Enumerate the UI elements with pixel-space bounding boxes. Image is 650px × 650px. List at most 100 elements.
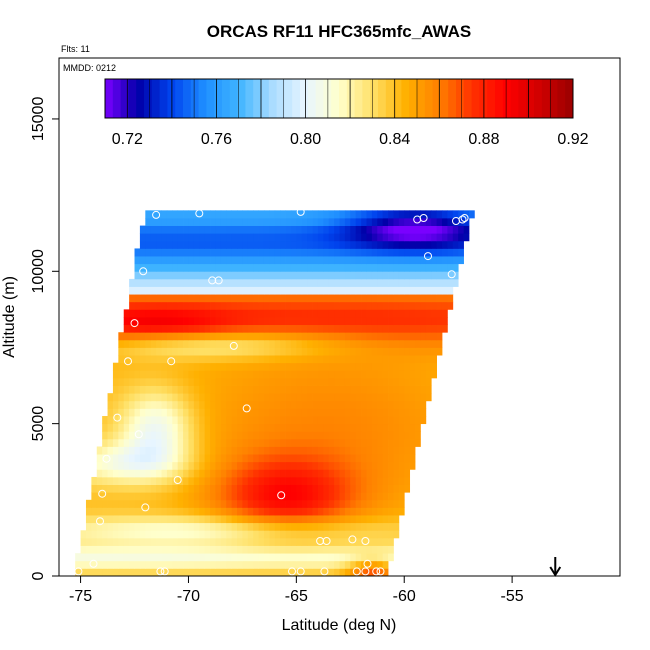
heatmap-cell [366, 385, 373, 394]
heatmap-cell [334, 263, 340, 272]
heatmap-cell [156, 499, 162, 508]
heatmap-cell [177, 431, 184, 440]
heatmap-cell [452, 240, 459, 249]
heatmap-cell [258, 568, 265, 577]
heatmap-cell [210, 233, 216, 242]
heatmap-cell [161, 294, 168, 303]
heatmap-cell [301, 438, 308, 447]
heatmap-cell [204, 469, 211, 478]
heatmap-cell [274, 408, 281, 417]
heatmap-cell [398, 362, 405, 371]
heatmap-cell [339, 469, 346, 478]
heatmap-cell [366, 537, 373, 546]
heatmap-cell [441, 271, 448, 280]
heatmap-cell [312, 317, 319, 326]
heatmap-cell [172, 286, 179, 295]
heatmap-cell [210, 408, 216, 417]
heatmap-cell [317, 393, 324, 402]
heatmap-cell [274, 553, 281, 562]
heatmap-cell [150, 438, 157, 447]
heatmap-cell [344, 438, 351, 447]
heatmap-cell [296, 522, 303, 531]
heatmap-cell [123, 355, 130, 364]
heatmap-cell [156, 454, 162, 463]
heatmap-cell [371, 271, 378, 280]
heatmap-cell [312, 324, 319, 333]
heatmap-cell [161, 271, 168, 280]
heatmap-cell [388, 370, 394, 379]
heatmap-cell [285, 225, 292, 234]
heatmap-cell [129, 454, 135, 463]
heatmap-cell [280, 560, 286, 569]
heatmap-cell [355, 248, 362, 257]
x-tick-label: -70 [177, 588, 200, 605]
heatmap-cell [150, 553, 157, 562]
heatmap-cell [177, 347, 184, 356]
sample-point [74, 567, 83, 576]
heatmap-cell [393, 530, 400, 539]
heatmap-cell [129, 492, 135, 501]
heatmap-cell [177, 294, 184, 303]
heatmap-cell [156, 553, 162, 562]
heatmap-cell [183, 492, 189, 501]
heatmap-cell [177, 309, 184, 318]
heatmap-cell [258, 530, 265, 539]
heatmap-cell [307, 469, 313, 478]
heatmap-cell [323, 476, 330, 485]
heatmap-cell [150, 393, 157, 402]
heatmap-cell [307, 385, 313, 394]
heatmap-cell [436, 210, 443, 219]
heatmap-cell [247, 568, 254, 577]
heatmap-cell [296, 446, 303, 455]
heatmap-cell [425, 385, 432, 394]
heatmap-cell [166, 507, 173, 516]
heatmap-cell [166, 431, 173, 440]
heatmap-cell [388, 476, 394, 485]
heatmap-cell [215, 454, 222, 463]
heatmap-cell [388, 263, 394, 272]
heatmap-cell [393, 446, 400, 455]
heatmap-cell [415, 317, 421, 326]
heatmap-cell [280, 210, 286, 219]
heatmap-cell [382, 309, 389, 318]
heatmap-cell [193, 560, 200, 569]
heatmap-cell [156, 355, 162, 364]
heatmap-cell [118, 385, 125, 394]
heatmap-cell [177, 492, 184, 501]
heatmap-cell [344, 233, 351, 242]
heatmap-cell [156, 476, 162, 485]
heatmap-cell [371, 324, 378, 333]
heatmap-cell [177, 278, 184, 287]
heatmap-cell [350, 461, 357, 470]
heatmap-cell [377, 278, 384, 287]
heatmap-cell [183, 324, 189, 333]
heatmap-cell [269, 469, 276, 478]
heatmap-cell [344, 385, 351, 394]
heatmap-cell [177, 339, 184, 348]
heatmap-cell [183, 545, 189, 554]
heatmap-cell [161, 225, 168, 234]
heatmap-cell [425, 362, 432, 371]
y-tick-label: 5000 [30, 406, 47, 442]
heatmap-cell [199, 385, 206, 394]
heatmap-cell [242, 355, 249, 364]
heatmap-cell [344, 286, 351, 295]
colorbar-segment [300, 79, 309, 118]
heatmap-cell [420, 271, 427, 280]
heatmap-cell [193, 278, 200, 287]
heatmap-cell [226, 499, 233, 508]
heatmap-cell [301, 309, 308, 318]
heatmap-cell [350, 210, 357, 219]
heatmap-cell [317, 324, 324, 333]
heatmap-cell [161, 484, 168, 493]
heatmap-cell [166, 248, 173, 257]
heatmap-cell [139, 499, 146, 508]
heatmap-cell [263, 324, 270, 333]
heatmap-cell [123, 362, 130, 371]
heatmap-cell [263, 309, 270, 318]
heatmap-cell [161, 537, 168, 546]
heatmap-cell [377, 240, 384, 249]
sample-point [288, 567, 296, 576]
heatmap-cell [377, 484, 384, 493]
heatmap-cell [177, 408, 184, 417]
